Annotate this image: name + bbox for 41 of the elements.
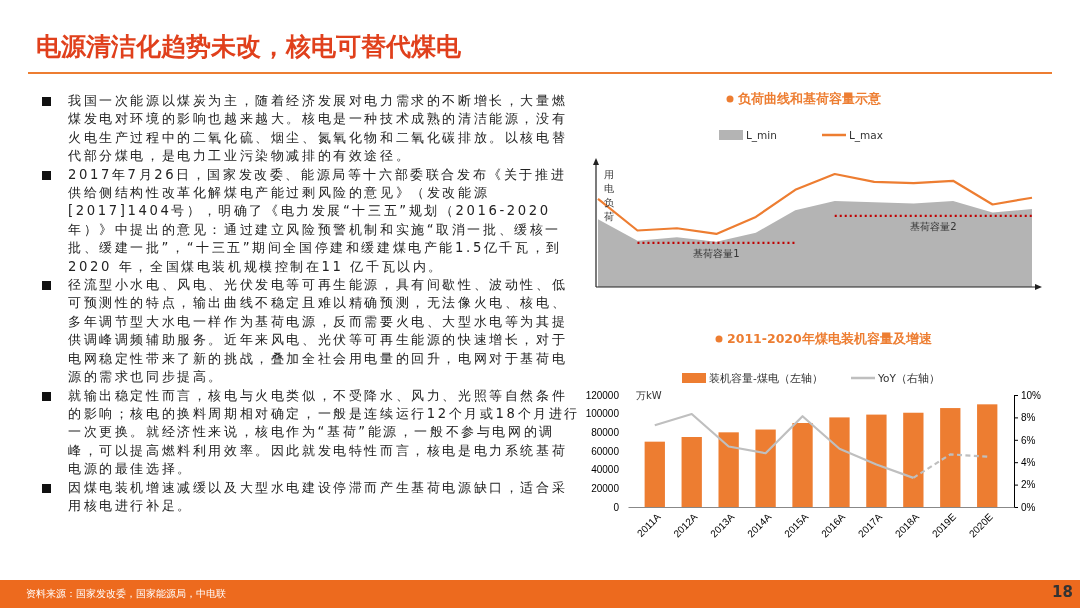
legend-label: YoY（右轴） — [877, 372, 940, 384]
y-tick-label: 100000 — [585, 408, 620, 420]
legend-label: L_min — [746, 129, 777, 142]
y-axis-title: 万kW — [636, 390, 662, 401]
y-tick-label: 120000 — [585, 389, 620, 401]
y2-tick-label: 0% — [1021, 501, 1036, 513]
y-tick-label: 80000 — [591, 427, 620, 439]
y-axis-title: 用电负荷 — [604, 169, 614, 222]
text: 径流型小水电、风电、光伏发电等可再生能源，具有间歇性、波动性、低可预测性的特点，输出曲线不稳定且难以精确预测，无法像火电、核电、多年调节型大水电一样作为基荷电源，反而需要火电、大型水电等为其提供调峰调频辅助服务。近年来风电、光伏等可再生能源的快速增长，对于电网稳定性带来了新的挑战，叠加全社会用电量的回升，电网对于基荷电源的需求也同步提高。 — [68, 277, 568, 385]
text: 因煤电装机增速减缓以及大型水电建设停滞而产生基荷电源缺口，适合采用核电进行补足。 — [68, 479, 568, 513]
y-tick-label: 40000 — [591, 464, 620, 476]
text: 我国一次能源以煤炭为主，随着经济发展对电力需求的不断增长，大量燃煤发电对环境的影响也越来越大。核电是一种技术成熟的清洁能源，没有火电生产过程中的二氧化硫、烟尘、氮氧化物和二氧化碳排放。以核电替代部分煤电，是电力工业污染物减排的有效途径。 — [68, 93, 568, 164]
y2-tick-label: 6% — [1021, 434, 1036, 446]
y2-tick-label: 10% — [1021, 389, 1042, 401]
bar — [755, 429, 776, 507]
bar — [977, 404, 998, 507]
legend-label: L_max — [849, 129, 883, 142]
bar — [718, 432, 739, 507]
bar — [644, 441, 665, 507]
bar — [866, 414, 887, 507]
text: 电源清洁化趋势未改，核电可替代煤电 — [36, 31, 461, 63]
y2-tick-label: 8% — [1021, 412, 1036, 424]
bar — [829, 417, 850, 507]
series-label: 基荷容量1 — [693, 247, 740, 259]
legend-label: 装机容量-煤电（左轴） — [709, 372, 823, 384]
bar — [903, 412, 924, 507]
y2-tick-label: 2% — [1021, 479, 1036, 491]
text: 2017年7月26日，国家发改委、能源局等十六部委联合发布《关于推进供给侧结构性改革化解煤电产能过剩风险的意见》（发改能源[2017]1404号），明确了《电力发展“十三五”规划（2016-2020年）》中提出的意见：通过建立风险预警机制和实施“取消一批、缓核一批、缓建一批”，“十三五”期间全国停建和缓建煤电产能1.5亿千瓦，到2020 年，全国煤电装机规模控制在11 亿千瓦以内。 — [68, 166, 567, 274]
bar — [792, 423, 813, 507]
bar — [681, 437, 702, 507]
chart-title: 负荷曲线和基荷容量示意 — [737, 91, 882, 106]
bar — [940, 408, 961, 507]
text: 资料来源：国家发改委，国家能源局，中电联 — [26, 587, 226, 601]
y-tick-label: 20000 — [591, 483, 620, 495]
y2-tick-label: 4% — [1021, 456, 1036, 468]
text: 18 — [1052, 583, 1073, 601]
y-tick-label: 60000 — [591, 445, 620, 457]
series-label: 基荷容量2 — [910, 220, 957, 232]
text: 就输出稳定性而言，核电与火电类似，不受降水、风力、光照等自然条件的影响；核电的换料周期相对确定，一般是连续运行12个月或18个月进行一次更换。就经济性来说，核电作为“基荷”能源，一般不参与电网的调峰，可以提高燃料利用效率。因此就发电特性而言，核电是电力系统基荷电源的最佳选择。 — [68, 387, 580, 477]
chart-title: 2011-2020年煤电装机容量及增速 — [727, 331, 933, 346]
y-tick-label: 0 — [613, 501, 620, 513]
